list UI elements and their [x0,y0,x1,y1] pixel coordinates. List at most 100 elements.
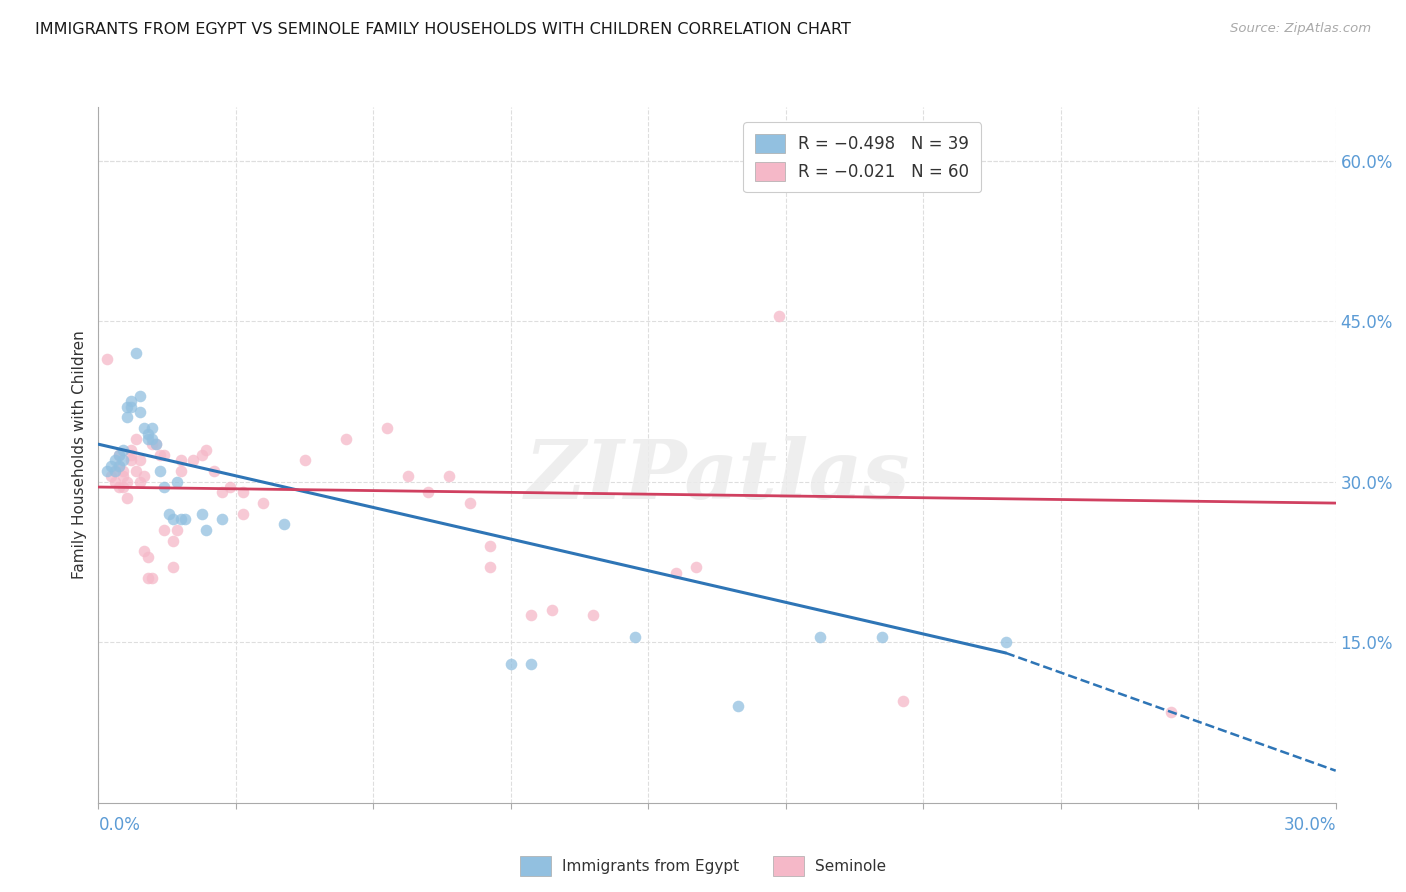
Point [141,571,163,585]
Point [108,458,131,473]
Point [170,464,193,478]
Point [396,469,419,483]
Point [112,453,135,467]
Point [145,437,167,451]
Point [104,464,127,478]
Point [202,464,225,478]
Point [294,453,316,467]
Point [499,657,522,671]
Point [132,544,155,558]
Point [108,448,131,462]
Point [665,566,688,580]
Point [727,699,749,714]
Point [166,523,188,537]
Point [541,603,564,617]
Point [96,464,118,478]
Point [136,432,159,446]
Point [479,539,502,553]
Point [685,560,707,574]
Text: Immigrants from Egypt: Immigrants from Egypt [562,859,740,873]
Point [141,432,163,446]
Point [520,657,543,671]
Point [623,630,645,644]
Point [153,523,176,537]
Point [194,523,217,537]
Point [181,453,204,467]
Point [153,480,176,494]
Text: Seminole: Seminole [815,859,887,873]
Point [128,475,150,489]
Point [132,421,155,435]
Point [162,533,184,548]
Text: IMMIGRANTS FROM EGYPT VS SEMINOLE FAMILY HOUSEHOLDS WITH CHILDREN CORRELATION CH: IMMIGRANTS FROM EGYPT VS SEMINOLE FAMILY… [35,22,851,37]
Point [124,432,146,446]
Point [219,480,242,494]
Point [194,442,217,457]
Point [1160,705,1182,719]
Point [117,400,139,414]
Point [162,512,184,526]
Point [136,549,159,564]
Point [141,421,163,435]
Point [149,464,172,478]
Point [117,410,139,425]
Text: 0.0%: 0.0% [98,816,141,834]
Point [112,469,135,483]
Point [136,426,159,441]
Point [994,635,1017,649]
Y-axis label: Family Households with Children: Family Households with Children [72,331,87,579]
Point [117,475,139,489]
Point [153,448,176,462]
Point [132,469,155,483]
Point [120,453,142,467]
Text: Source: ZipAtlas.com: Source: ZipAtlas.com [1230,22,1371,36]
Point [891,694,914,708]
Point [104,464,127,478]
Point [335,432,357,446]
Point [112,442,135,457]
Point [128,453,150,467]
Point [768,309,790,323]
Point [190,448,212,462]
Point [808,630,831,644]
Point [108,448,131,462]
Point [520,608,543,623]
Point [117,491,139,505]
Point [166,475,188,489]
Point [100,469,122,483]
Point [108,480,131,494]
Point [211,512,233,526]
Point [170,453,193,467]
Point [112,480,135,494]
Point [437,469,460,483]
Point [108,458,131,473]
Point [100,458,122,473]
Legend: R = −0.498   N = 39, R = −0.021   N = 60: R = −0.498 N = 39, R = −0.021 N = 60 [744,122,981,193]
Point [149,448,172,462]
Point [104,453,127,467]
Point [418,485,440,500]
Point [211,485,233,500]
Point [145,437,167,451]
Point [273,517,295,532]
Point [120,448,142,462]
Point [136,571,159,585]
Point [128,405,150,419]
Point [170,512,193,526]
Point [375,421,398,435]
Text: 30.0%: 30.0% [1284,816,1336,834]
Point [870,630,893,644]
Point [120,442,142,457]
Point [112,464,135,478]
Point [120,400,142,414]
Point [232,507,254,521]
Point [582,608,605,623]
Point [141,437,163,451]
Point [190,507,212,521]
Point [174,512,197,526]
Point [458,496,481,510]
Text: ZIPatlas: ZIPatlas [524,436,910,516]
Point [162,560,184,574]
Point [124,346,146,360]
Point [96,351,118,366]
